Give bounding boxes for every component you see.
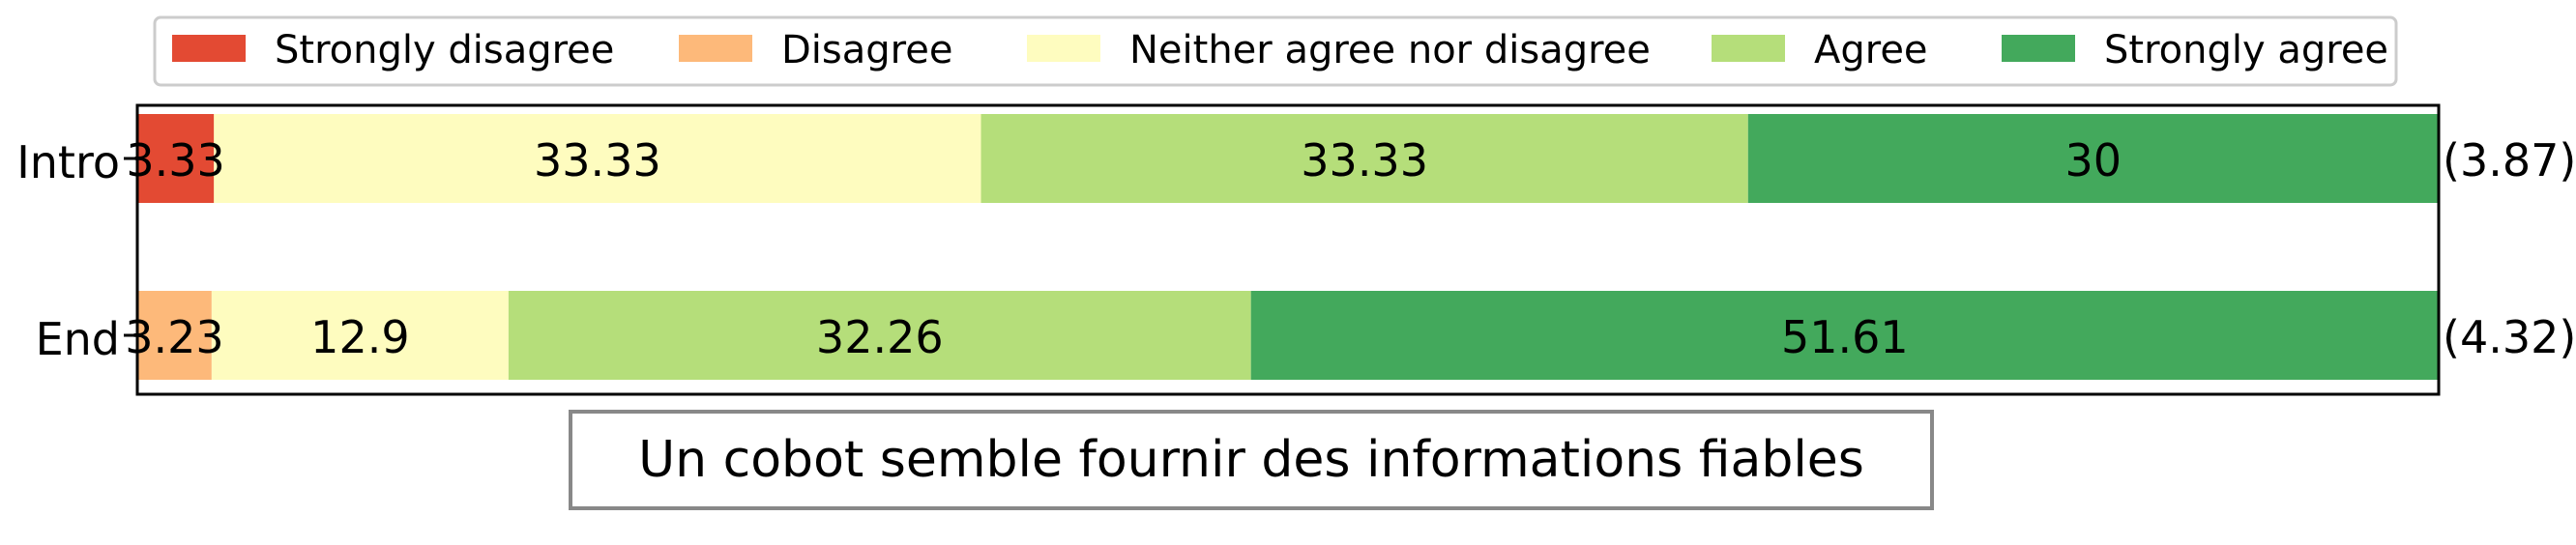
legend-frame bbox=[153, 15, 2398, 87]
legend-swatch bbox=[679, 35, 752, 62]
legend-label: Neither agree nor disagree bbox=[1129, 28, 1651, 72]
legend-item-neither-agree-nor-disagree: Neither agree nor disagree bbox=[1027, 28, 1651, 72]
bar-intro-agree bbox=[981, 114, 1748, 203]
legend-item-strongly-disagree: Strongly disagree bbox=[172, 28, 614, 72]
legend-item-agree: Agree bbox=[1712, 28, 1928, 72]
value-label-end-strongly-agree: 51.61 bbox=[1781, 311, 1909, 363]
legend-label: Agree bbox=[1814, 28, 1928, 72]
bar-end-neither-agree-nor-disagree bbox=[211, 291, 509, 380]
title-frame bbox=[569, 410, 1934, 510]
legend: Strongly disagree Disagree Neither agree n… bbox=[153, 15, 2398, 87]
mean-label-intro: (3.87) bbox=[2443, 134, 2576, 186]
title-box: Un cobot semble fournir des informations… bbox=[569, 410, 1934, 510]
y-axis: Intro End bbox=[16, 136, 137, 365]
legend-swatch bbox=[172, 35, 246, 62]
y-tick-label-end: End bbox=[36, 313, 120, 365]
legend-label: Disagree bbox=[781, 28, 952, 72]
value-label-end-disagree: 3.23 bbox=[125, 311, 223, 363]
legend-swatch bbox=[1712, 35, 1785, 62]
legend-item-disagree: Disagree bbox=[679, 28, 952, 72]
value-label-end-neither-agree-nor-disagree: 12.9 bbox=[310, 311, 409, 363]
bar-intro-strongly-agree bbox=[1747, 114, 2439, 203]
bar-intro-neither-agree-nor-disagree bbox=[214, 114, 981, 203]
legend-swatch bbox=[2002, 35, 2075, 62]
bar-end-disagree bbox=[137, 291, 212, 380]
legend-swatch bbox=[1027, 35, 1100, 62]
chart-title: Un cobot semble fournir des informations… bbox=[638, 431, 1864, 489]
value-label-intro-strongly-agree: 30 bbox=[2064, 134, 2122, 186]
bar-end-strongly-agree bbox=[1250, 291, 2439, 380]
value-label-intro-neither-agree-nor-disagree: 33.33 bbox=[534, 134, 661, 186]
legend-label: Strongly agree bbox=[2104, 28, 2388, 72]
mean-labels: (3.87) (4.32) bbox=[2443, 134, 2576, 363]
y-tick-label-intro: Intro bbox=[16, 136, 120, 188]
legend-label: Strongly disagree bbox=[275, 28, 614, 72]
value-label-intro-agree: 33.33 bbox=[1301, 134, 1428, 186]
bar-end-agree bbox=[508, 291, 1251, 380]
bar-intro-strongly-disagree bbox=[137, 114, 215, 203]
legend-item-strongly-agree: Strongly agree bbox=[2002, 28, 2388, 72]
plot-frame bbox=[135, 103, 2441, 396]
plot-area: 3.33 33.33 33.33 30 3.23 12.9 32.26 51.61 bbox=[125, 114, 2439, 380]
value-label-intro-strongly-disagree: 3.33 bbox=[126, 134, 224, 186]
value-label-end-agree: 32.26 bbox=[816, 311, 944, 363]
mean-label-end: (4.32) bbox=[2443, 311, 2576, 363]
